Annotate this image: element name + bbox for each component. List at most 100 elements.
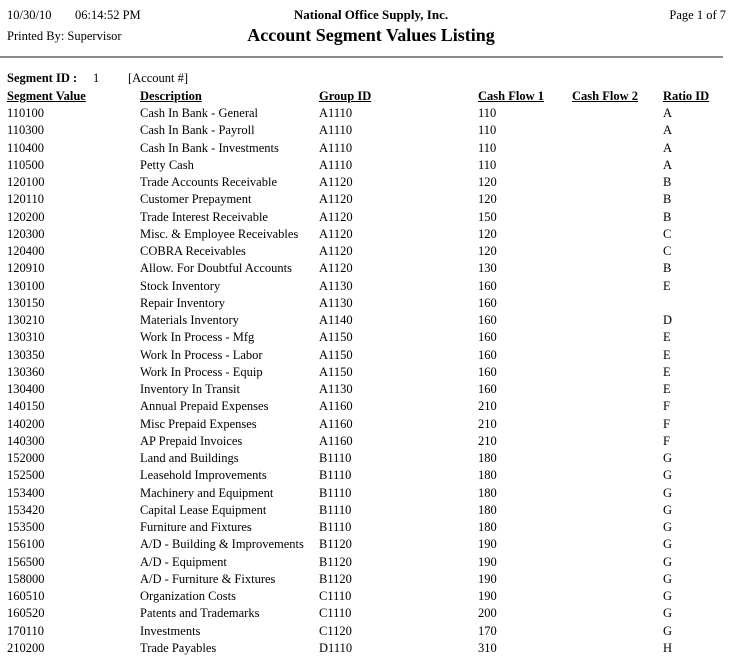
table-row: 130150 Repair Inventory A1130 160 [0,295,742,312]
cell-ratio-id: B [663,261,672,276]
cell-ratio-id: C [663,244,672,258]
column-header-cash-flow-1: Cash Flow 1 [478,89,544,103]
cell-cash-flow-1: 120 [478,244,497,258]
cell-ratio-id: E [663,347,671,362]
cell-cash-flow-1: 110 [478,157,497,172]
cell-group-id: B1110 [319,468,352,483]
cell-segment-value: 130400 [7,382,45,396]
table-row: 158000 A/D - Furniture & Fixtures B1120 190… [0,571,742,588]
table-row: 156100 A/D - Building & Improvements B1120… [0,536,742,553]
cell-segment-value: 153400 [7,485,45,500]
cell-ratio-id: A [663,157,673,172]
cell-group-id: B1120 [319,571,352,586]
table-row: 120300 Misc. & Employee Receivables A1120 1… [0,226,742,243]
table-row: 210200 Trade Payables D1110 310 H [0,640,742,657]
cell-group-id: A1120 [319,192,353,207]
cell-group-id: B1110 [319,520,352,534]
cell-segment-value: 156100 [7,537,45,552]
cell-group-id: A1150 [319,364,353,379]
cell-ratio-id: F [663,399,670,414]
table-row: 160520 Patents and Trademarks C1110 200 G [0,605,742,622]
cell-cash-flow-1: 160 [478,278,497,293]
cell-ratio-id: E [663,364,671,379]
cell-ratio-id: G [663,485,673,500]
cell-cash-flow-1: 180 [478,468,497,483]
cell-ratio-id: G [663,571,673,586]
cell-group-id: A1150 [319,330,353,345]
segment-name: [Account #] [128,71,189,85]
cell-description: Annual Prepaid Expenses [140,399,269,414]
cell-description: Petty Cash [140,157,194,172]
column-header-cash-flow-2: Cash Flow 2 [572,89,638,103]
cell-description: Trade Payables [140,640,217,655]
cell-description: Work In Process - Equip [140,364,263,379]
cell-ratio-id: G [663,451,673,465]
cell-group-id: C1110 [319,589,352,603]
cell-description: Cash In Bank - Investments [140,140,279,155]
table-row: 156500 A/D - Equipment B1120 190 G [0,554,742,571]
cell-cash-flow-1: 180 [478,502,497,517]
cell-group-id: A1160 [319,416,353,431]
table-row: 130310 Work In Process - Mfg A1150 160 E [0,329,742,346]
cell-cash-flow-1: 200 [478,606,497,621]
cell-ratio-id: G [663,537,673,552]
cell-description: Machinery and Equipment [140,485,274,500]
cell-cash-flow-1: 160 [478,295,497,310]
cell-ratio-id: A [663,140,673,155]
segment-id-label: Segment ID : [7,71,78,85]
cell-group-id: A1130 [319,278,353,293]
cell-group-id: A1140 [319,313,353,327]
column-header-ratio-id: Ratio ID [663,89,710,103]
table-row: 152500 Leasehold Improvements B1110 180 G [0,467,742,484]
report-time: 06:14:52 PM [75,8,141,22]
column-header-group-id: Group ID [319,89,372,103]
table-body: 110100 Cash In Bank - General A1110 110 A 110… [0,105,742,657]
cell-ratio-id: B [663,209,672,224]
table-row: 120110 Customer Prepayment A1120 120 B [0,191,742,208]
cell-description: Customer Prepayment [140,192,252,207]
cell-group-id: A1110 [319,140,353,155]
cell-segment-value: 160510 [7,589,45,603]
cell-ratio-id: G [663,520,673,534]
cell-segment-value: 120100 [7,175,45,189]
table-row: 130350 Work In Process - Labor A1150 160 E [0,347,742,364]
cell-cash-flow-1: 130 [478,261,497,276]
cell-group-id: A1130 [319,295,353,310]
printed-by: Printed By: Supervisor [7,29,122,43]
cell-cash-flow-1: 160 [478,313,497,327]
cell-description: Allow. For Doubtful Accounts [140,261,292,276]
cell-group-id: A1110 [319,123,353,138]
table-row: 130400 Inventory In Transit A1130 160 E [0,381,742,398]
table-row: 130210 Materials Inventory A1140 160 D [0,312,742,329]
cell-group-id: B1110 [319,485,352,500]
cell-group-id: B1120 [319,554,352,569]
cell-cash-flow-1: 160 [478,347,497,362]
cell-segment-value: 130310 [7,330,45,345]
cell-description: A/D - Building & Improvements [140,537,304,552]
table-row: 120200 Trade Interest Receivable A1120 150 B [0,209,742,226]
cell-cash-flow-1: 120 [478,192,497,207]
cell-segment-value: 130360 [7,364,45,379]
cell-description: Misc. & Employee Receivables [140,226,299,241]
segment-id-value: 1 [93,71,100,85]
cell-cash-flow-1: 110 [478,106,497,120]
cell-segment-value: 120110 [7,192,45,207]
table-row: 153500 Furniture and Fixtures B1110 180 G [0,519,742,536]
report-date: 10/30/10 [7,8,52,22]
cell-segment-value: 120200 [7,209,45,224]
cell-ratio-id: G [663,606,673,621]
table-row: 160510 Organization Costs C1110 190 G [0,588,742,605]
cell-group-id: A1120 [319,261,353,276]
cell-group-id: D1110 [319,640,353,655]
report-title: Account Segment Values Listing [247,25,495,45]
cell-cash-flow-1: 190 [478,554,497,569]
table-row: 110500 Petty Cash A1110 110 A [0,157,742,174]
table-row: 130100 Stock Inventory A1130 160 E [0,278,742,295]
table-row: 140150 Annual Prepaid Expenses A1160 210 F [0,398,742,415]
cell-segment-value: 152000 [7,451,45,465]
cell-description: Cash In Bank - Payroll [140,123,255,138]
cell-ratio-id: G [663,468,673,483]
cell-segment-value: 110300 [7,123,45,138]
cell-group-id: A1110 [319,157,353,172]
table-row: 110300 Cash In Bank - Payroll A1110 110 A [0,122,742,139]
